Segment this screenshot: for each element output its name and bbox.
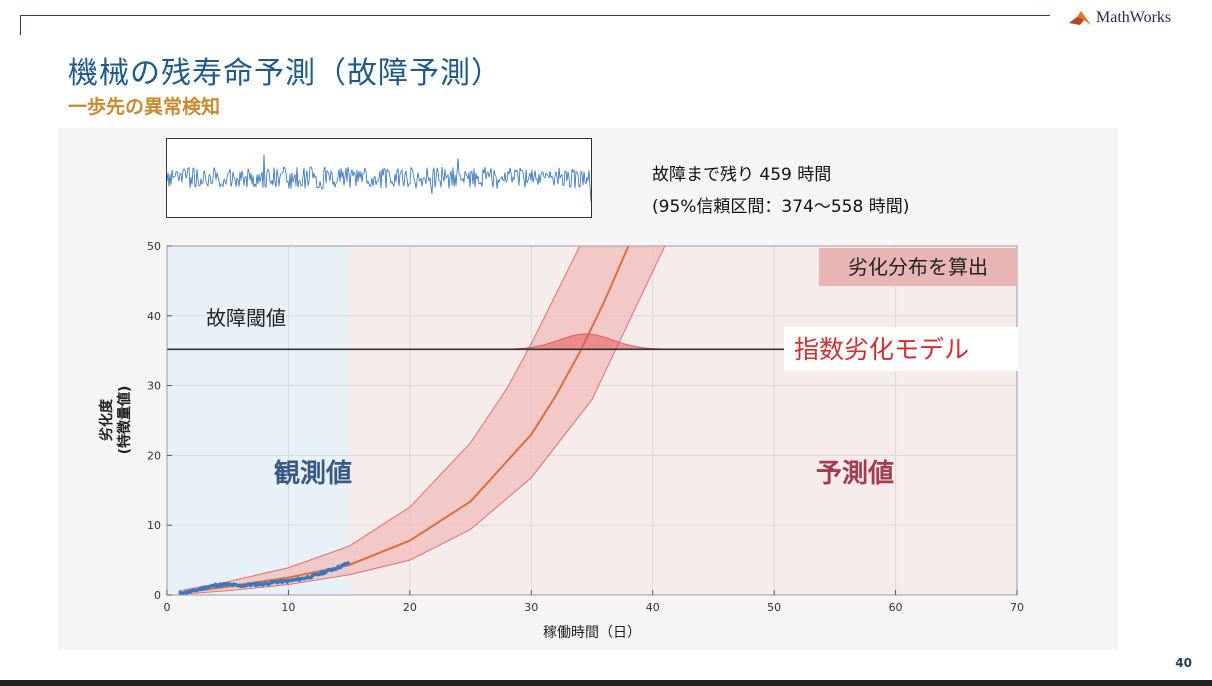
model-annotation-box — [784, 327, 1018, 371]
predicted-region-label: 予測値 — [816, 459, 894, 489]
x-tick-label: 70 — [1010, 601, 1024, 614]
x-tick-label: 40 — [646, 601, 660, 614]
plot-frame — [166, 245, 1018, 596]
footer-rule — [0, 680, 1212, 686]
page-number: 40 — [1175, 656, 1192, 670]
vibration-signal-panel — [166, 138, 592, 218]
model-annotation: 指数劣化モデル — [794, 335, 969, 364]
x-tick-label: 60 — [889, 601, 903, 614]
slide-subtitle: 一歩先の異常検知 — [68, 96, 221, 118]
x-tick-label: 30 — [524, 601, 538, 614]
distribution-annotation: 劣化分布を算出 — [848, 255, 988, 279]
distribution-annotation-box — [819, 248, 1017, 286]
header-rule — [20, 15, 1050, 16]
brand-logo: MathWorks — [1068, 5, 1171, 31]
x-tick-label: 10 — [281, 601, 295, 614]
x-axis-label: 稼働時間（日） — [543, 625, 641, 641]
observed-region — [167, 246, 350, 595]
slide-title: 機械の残寿命予測（故障予測） — [68, 56, 502, 91]
observed-region-label: 観測値 — [274, 458, 352, 489]
threshold-label: 故障閾値 — [206, 306, 286, 330]
vibration-signal-plot — [166, 154, 592, 202]
y-tick-label: 10 — [147, 519, 161, 532]
membrane-logo-icon — [1069, 11, 1091, 25]
brand-text: MathWorks — [1096, 9, 1172, 26]
y-tick-label: 20 — [147, 449, 161, 462]
y-tick-label: 0 — [154, 589, 161, 602]
x-tick-label: 0 — [164, 601, 171, 614]
y-axis-label-line: 劣化度 — [98, 398, 115, 441]
observed-line — [178, 560, 351, 596]
y-tick-label: 30 — [147, 380, 161, 393]
chart-axes: 0 10 20 30 40 50 60 70 0 10 20 30 40 50 稼働時間（日） 劣化度 (特徴量… — [98, 240, 1024, 641]
x-tick-label: 20 — [403, 601, 417, 614]
rul-confidence-interval: (95%信頼区間：374～558 時間) — [652, 197, 910, 217]
vibration-signal-trace — [166, 154, 592, 202]
rul-estimate: 故障まで残り 459 時間 — [652, 165, 832, 185]
y-tick-label: 50 — [147, 240, 161, 253]
observed-curve — [178, 560, 351, 596]
y-axis-label-line: (特徴量値) — [116, 386, 133, 455]
y-axis-label: 劣化度 (特徴量値) — [98, 386, 133, 455]
predicted-region — [349, 246, 1018, 595]
x-tick-label: 50 — [767, 601, 781, 614]
header-rule-tick — [20, 15, 21, 35]
y-tick-label: 40 — [147, 310, 161, 323]
